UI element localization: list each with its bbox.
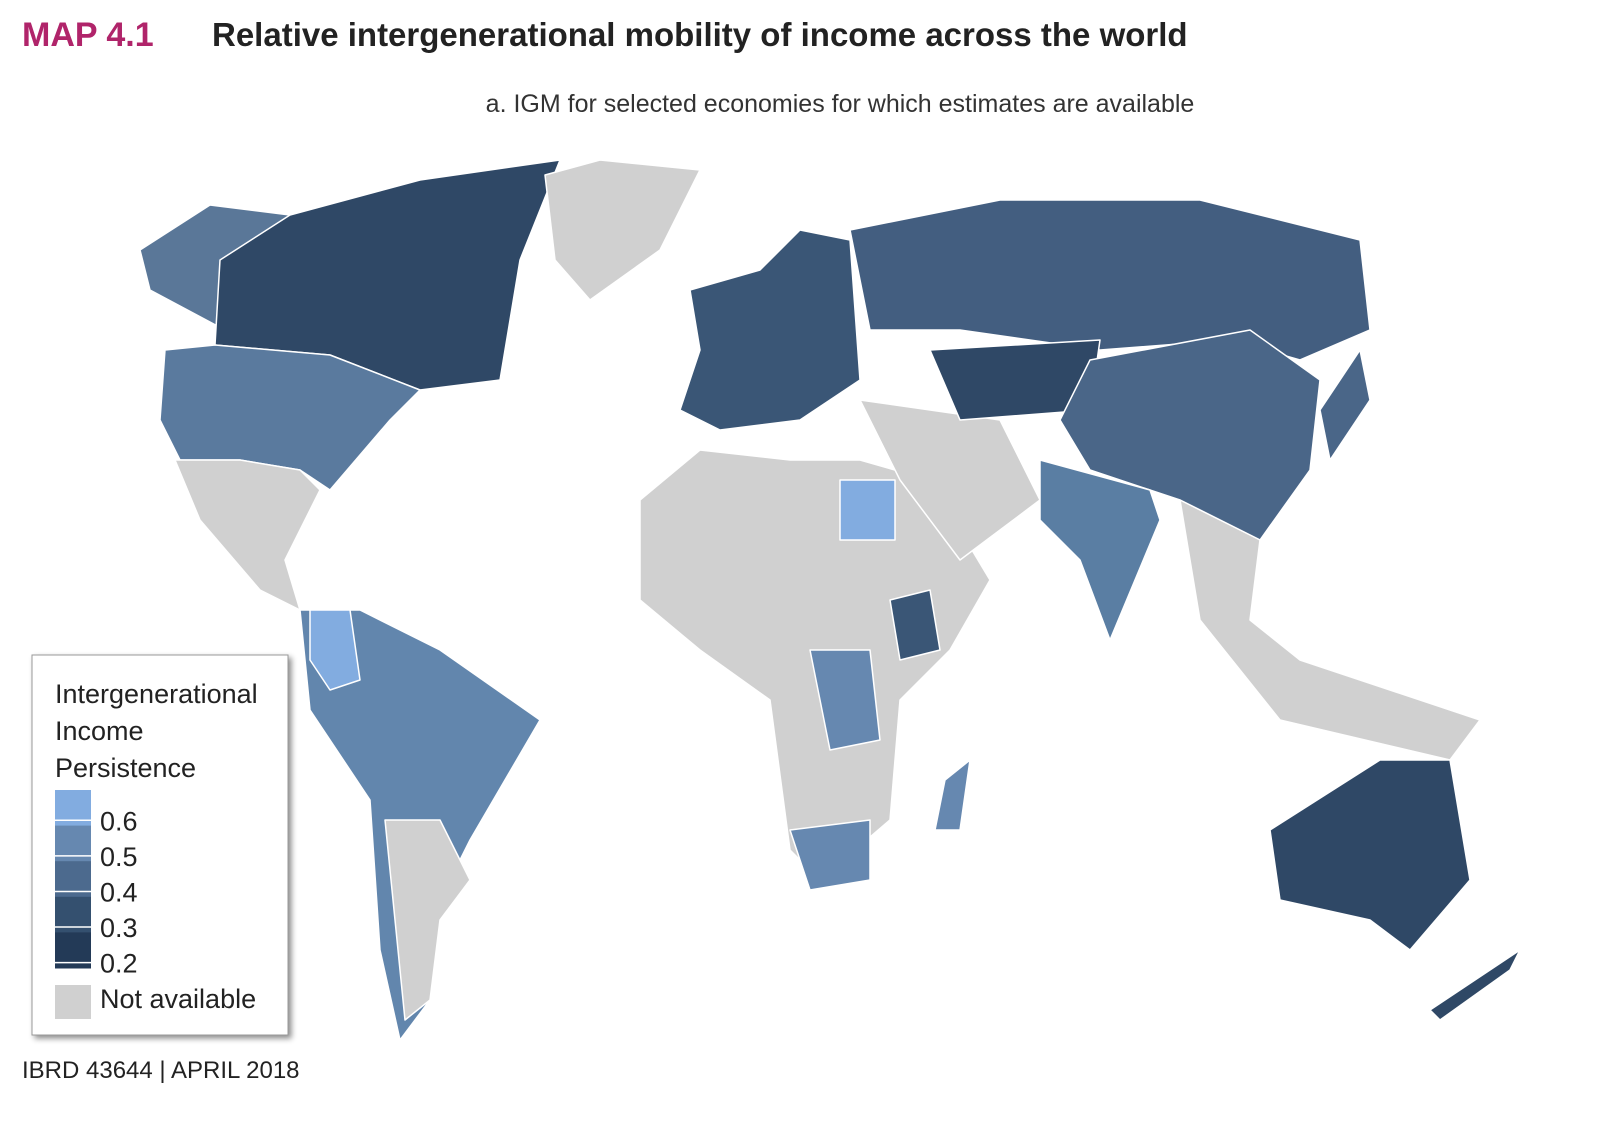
greenland <box>544 159 701 301</box>
new-zealand <box>1429 949 1521 1021</box>
map-title: Relative intergenerational mobility of i… <box>212 16 1188 53</box>
legend-tick-label: 0.2 <box>100 949 138 979</box>
india <box>1039 459 1161 641</box>
egypt <box>839 479 896 541</box>
south-africa <box>789 819 871 891</box>
colombia <box>309 609 361 691</box>
central-america <box>174 459 321 611</box>
argentina <box>384 819 471 1021</box>
madagascar <box>934 759 971 831</box>
map-subtitle: a. IGM for selected economies for which … <box>486 90 1195 118</box>
legend-title: Persistence <box>55 753 196 783</box>
legend-tick-label: 0.5 <box>100 842 138 872</box>
map-label: MAP 4.1 <box>22 16 154 54</box>
europe <box>679 229 861 431</box>
ethiopia <box>889 589 941 661</box>
southeast-asia <box>1179 499 1481 761</box>
legend-title: Income <box>55 716 144 746</box>
congo <box>809 649 881 751</box>
russia <box>849 199 1371 361</box>
world-map <box>139 159 1521 1041</box>
legend-not-available-label: Not available <box>100 984 256 1014</box>
legend-tick-label: 0.6 <box>100 806 138 836</box>
legend-title: Intergenerational <box>55 679 258 709</box>
legend-not-available-swatch <box>55 985 91 1019</box>
legend-tick-label: 0.3 <box>100 913 138 943</box>
footer: IBRD 43644 | APRIL 2018 <box>22 1057 300 1084</box>
legend: Intergenerational Income Persistence 0.6 0.5… <box>31 654 289 1036</box>
legend-tick-label: 0.4 <box>100 877 138 907</box>
japan <box>1319 349 1371 461</box>
australia <box>1269 759 1471 951</box>
usa <box>159 344 421 491</box>
